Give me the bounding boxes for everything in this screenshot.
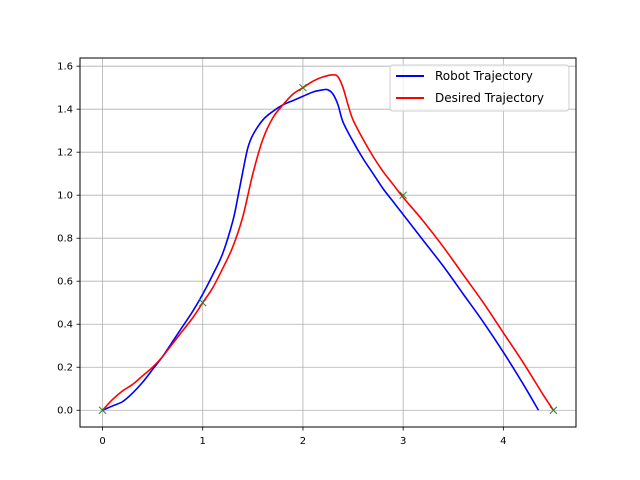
- waypoint-marker: [549, 406, 558, 415]
- axes-background: [80, 58, 576, 427]
- series-line-robot-trajectory: [102, 88, 540, 411]
- legend-label-desired: Desired Trajectory: [435, 91, 544, 105]
- x-tick-label: 2: [300, 436, 306, 447]
- axes-frame: [79, 57, 577, 428]
- y-tick-label: 0.2: [57, 363, 73, 374]
- waypoint-marker: [399, 191, 408, 200]
- y-tick-label: 1.4: [57, 105, 73, 116]
- waypoint-marker: [299, 83, 307, 92]
- x-tick-label: 4: [500, 436, 506, 447]
- y-tick-label: 1.0: [57, 191, 73, 202]
- x-axis-ticks: 0 1 2 3 4: [99, 427, 507, 447]
- y-tick-label: 0.0: [57, 406, 73, 417]
- plot-area: 0 1 2 3 4 0.0 0.2 0.4 0.6 0.8 1.0 1.2 1.4 1.6: [57, 57, 577, 447]
- grid-lines: [80, 58, 576, 427]
- waypoint-markers: [98, 83, 558, 415]
- x-tick-label: 0: [99, 436, 105, 447]
- y-tick-label: 1.2: [57, 148, 73, 159]
- legend: Robot Trajectory Desired Trajectory: [389, 64, 570, 112]
- legend-label-robot: Robot Trajectory: [435, 69, 533, 83]
- legend-box: [389, 64, 570, 112]
- waypoint-marker: [98, 406, 107, 415]
- waypoint-marker: [198, 298, 207, 307]
- y-axis-ticks: 0.0 0.2 0.4 0.6 0.8 1.0 1.2 1.4 1.6: [57, 62, 80, 417]
- y-tick-label: 0.6: [57, 277, 73, 288]
- y-tick-label: 0.4: [57, 320, 73, 331]
- y-tick-label: 1.6: [57, 62, 73, 73]
- x-tick-label: 1: [200, 436, 206, 447]
- x-tick-label: 3: [400, 436, 406, 447]
- y-tick-label: 0.8: [57, 234, 73, 245]
